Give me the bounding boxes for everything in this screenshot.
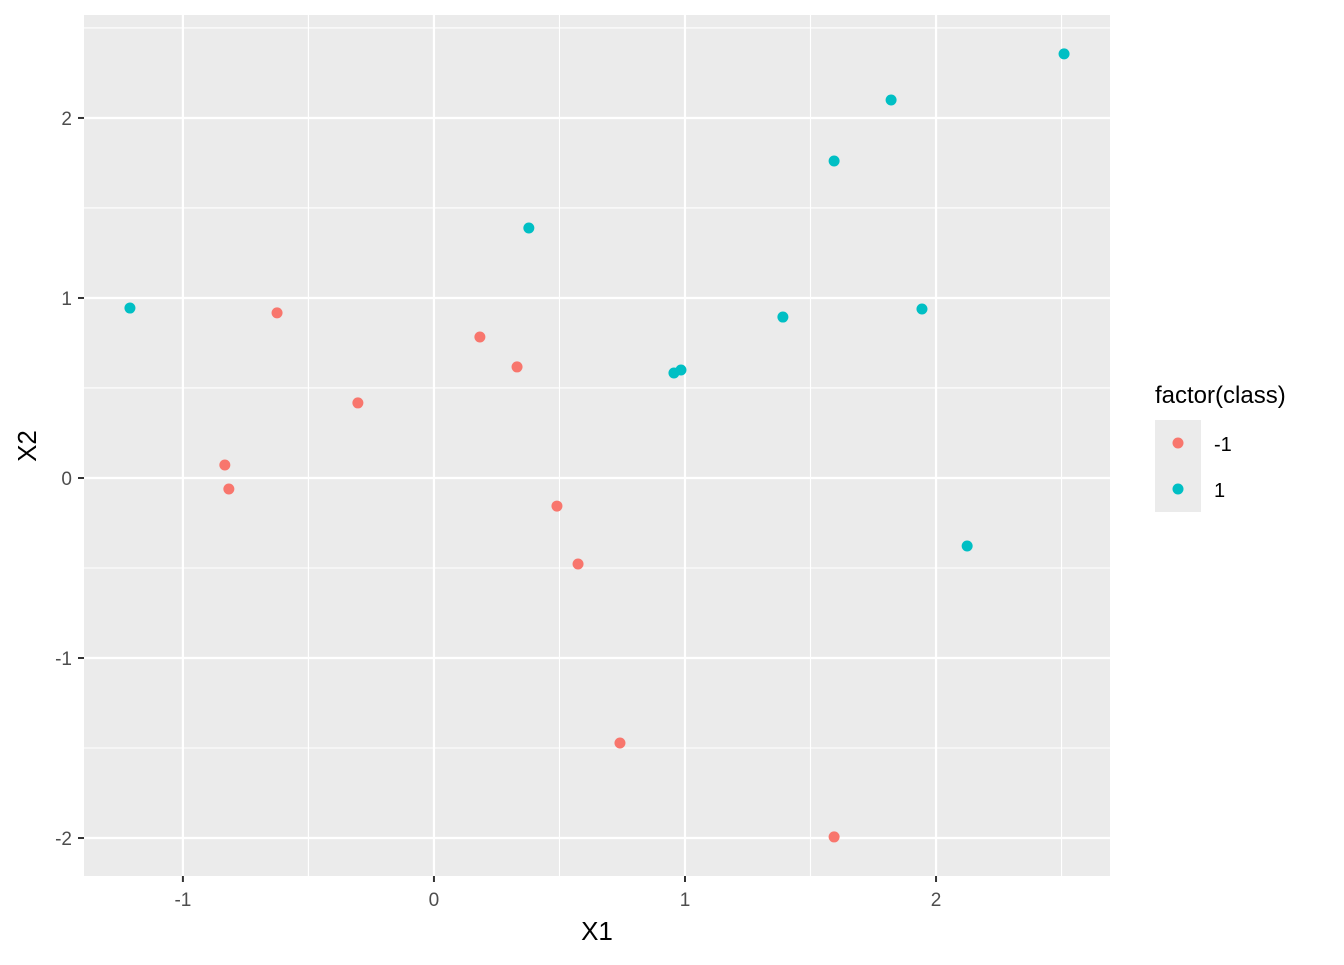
data-point-class-pos1 [523,222,535,234]
data-point-class-neg1 [614,737,626,749]
data-point-class-pos1 [885,94,897,106]
data-point-class-neg1 [352,397,364,409]
data-point-class-neg1 [572,558,584,570]
data-point-class-pos1 [828,155,840,167]
x-tick-label: 2 [931,890,942,911]
x-tick-label: 0 [429,890,440,911]
legend-key-background [1155,420,1201,512]
data-point-class-pos1 [1058,48,1070,60]
data-point-class-pos1 [777,311,789,323]
data-point-class-neg1 [219,459,231,471]
y-axis-label: X2 [12,430,42,462]
plot-panel [84,15,1110,876]
data-point-class-neg1 [474,331,486,343]
y-tick-label: 0 [61,469,72,490]
y-tick-label: 2 [61,109,72,130]
legend-key-neg1 [1172,437,1184,449]
data-point-class-neg1 [551,500,563,512]
x-tick-label: -1 [174,890,191,911]
legend-label-pos1: 1 [1214,480,1225,502]
legend: factor(class) -1 1 [1155,382,1286,512]
data-point-class-neg1 [828,831,840,843]
data-point-class-neg1 [511,361,523,373]
x-tick-label: 1 [680,890,691,911]
legend-key-pos1 [1172,483,1184,495]
data-point-class-neg1 [223,483,235,495]
y-axis-ticks: -2 -1 0 1 2 [55,109,84,850]
x-axis-label: X1 [581,916,613,946]
legend-title: factor(class) [1155,382,1286,409]
data-point-class-pos1 [961,540,973,552]
y-tick-label: -1 [55,649,72,670]
data-points [124,48,1070,843]
y-tick-label: 1 [61,289,72,310]
x-axis-ticks: -1 0 1 2 [174,876,941,911]
grid-lines [84,15,1110,876]
data-point-class-pos1 [916,303,928,315]
data-point-class-neg1 [271,307,283,319]
data-point-class-pos1 [124,302,136,314]
legend-label-neg1: -1 [1214,434,1232,456]
data-point-class-pos1 [675,364,687,376]
y-tick-label: -2 [55,829,72,850]
